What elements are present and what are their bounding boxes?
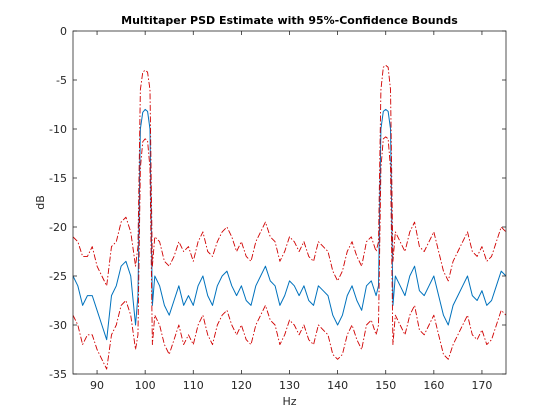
chart-title: Multitaper PSD Estimate with 95%-Confide… [121, 14, 458, 27]
x-tick-label: 110 [183, 379, 204, 392]
upper-bound-line [73, 64, 506, 287]
x-tick-label: 170 [471, 379, 492, 392]
y-tick-label: -25 [49, 270, 67, 283]
x-tick-label: 140 [327, 379, 348, 392]
estimate-line [73, 108, 506, 341]
y-tick-label: -15 [49, 172, 67, 185]
x-tick-label: 150 [375, 379, 396, 392]
x-tick-label: 130 [279, 379, 300, 392]
series-layer [73, 64, 506, 370]
x-tick-label: 120 [231, 379, 252, 392]
ticks-layer: 90 100 110 120 130 140 150 160 170 0 -5 -10 -15 -20 -2… [49, 25, 506, 392]
x-axis-label: Hz [282, 395, 296, 408]
y-tick-label: -35 [49, 368, 67, 381]
x-tick-label: 90 [90, 379, 104, 392]
y-tick-label: -30 [49, 319, 67, 332]
y-tick-label: -20 [49, 221, 67, 234]
x-tick-label: 100 [135, 379, 156, 392]
x-tick-label: 160 [423, 379, 444, 392]
y-axis-label: dB [34, 195, 47, 210]
lower-bound-line [73, 136, 506, 370]
y-tick-label: -10 [49, 123, 67, 136]
y-tick-label: 0 [60, 25, 67, 38]
y-tick-label: -5 [56, 74, 67, 87]
